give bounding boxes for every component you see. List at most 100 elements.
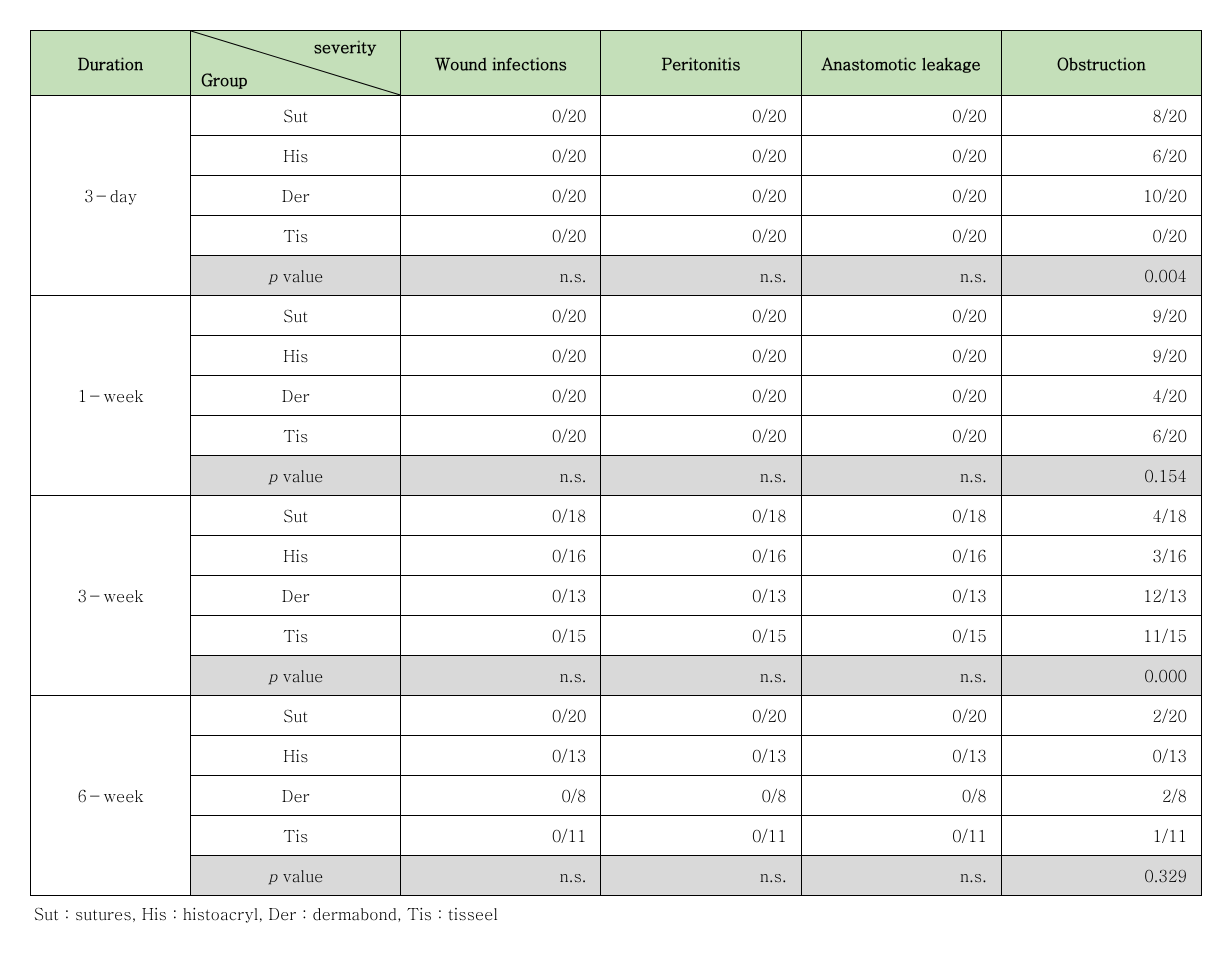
pvalue-cell: n.s.: [801, 856, 1001, 896]
pvalue-cell: 0.004: [1001, 256, 1201, 296]
group-cell: Der: [191, 376, 401, 416]
value-cell: 0/13: [1001, 736, 1201, 776]
table-row: Tis0/150/150/1511/15: [31, 616, 1202, 656]
table-row: 6－weekSut0/200/200/202/20: [31, 696, 1202, 736]
value-cell: 0/20: [401, 376, 601, 416]
value-cell: 0/20: [801, 336, 1001, 376]
value-cell: 0/20: [801, 136, 1001, 176]
table-row: His0/130/130/130/13: [31, 736, 1202, 776]
col-header-leakage: Anastomotic leakage: [801, 31, 1001, 96]
value-cell: 4/18: [1001, 496, 1201, 536]
complications-table: Duration severity Group Wound infections…: [30, 30, 1202, 896]
value-cell: 0/20: [401, 96, 601, 136]
value-cell: 0/11: [401, 816, 601, 856]
value-cell: 0/20: [401, 176, 601, 216]
value-cell: 11/15: [1001, 616, 1201, 656]
value-cell: 1/11: [1001, 816, 1201, 856]
value-cell: 3/16: [1001, 536, 1201, 576]
col-header-wound: Wound infections: [401, 31, 601, 96]
value-cell: 2/20: [1001, 696, 1201, 736]
table-row: Tis0/200/200/200/20: [31, 216, 1202, 256]
value-cell: 0/20: [401, 336, 601, 376]
group-cell: Der: [191, 776, 401, 816]
value-cell: 0/20: [801, 176, 1001, 216]
value-cell: 9/20: [1001, 296, 1201, 336]
value-cell: 0/20: [601, 296, 801, 336]
value-cell: 0/16: [801, 536, 1001, 576]
value-cell: 0/20: [601, 96, 801, 136]
pvalue-label: p value: [191, 856, 401, 896]
pvalue-cell: n.s.: [401, 456, 601, 496]
pvalue-row: p valuen.s.n.s.n.s.0.004: [31, 256, 1202, 296]
group-cell: Tis: [191, 616, 401, 656]
group-cell: Tis: [191, 416, 401, 456]
value-cell: 0/18: [401, 496, 601, 536]
value-cell: 0/13: [801, 736, 1001, 776]
table-row: His0/200/200/206/20: [31, 136, 1202, 176]
value-cell: 0/20: [401, 136, 601, 176]
value-cell: 0/20: [401, 296, 601, 336]
value-cell: 0/20: [601, 176, 801, 216]
value-cell: 0/15: [401, 616, 601, 656]
pvalue-row: p valuen.s.n.s.n.s.0.329: [31, 856, 1202, 896]
value-cell: 0/20: [401, 696, 601, 736]
group-cell: Tis: [191, 816, 401, 856]
duration-cell: 1－week: [31, 296, 191, 496]
value-cell: 0/20: [801, 696, 1001, 736]
table-row: 3－daySut0/200/200/208/20: [31, 96, 1202, 136]
table-row: Tis0/200/200/206/20: [31, 416, 1202, 456]
pvalue-cell: n.s.: [801, 656, 1001, 696]
group-cell: Sut: [191, 696, 401, 736]
col-header-duration: Duration: [31, 31, 191, 96]
table-row: Der0/130/130/1312/13: [31, 576, 1202, 616]
value-cell: 0/13: [601, 736, 801, 776]
value-cell: 0/16: [601, 536, 801, 576]
value-cell: 0/16: [401, 536, 601, 576]
value-cell: 0/20: [801, 96, 1001, 136]
pvalue-cell: n.s.: [401, 856, 601, 896]
pvalue-cell: n.s.: [401, 256, 601, 296]
value-cell: 0/11: [601, 816, 801, 856]
table-row: 3－weekSut0/180/180/184/18: [31, 496, 1202, 536]
pvalue-cell: n.s.: [601, 656, 801, 696]
value-cell: 12/13: [1001, 576, 1201, 616]
value-cell: 8/20: [1001, 96, 1201, 136]
group-cell: His: [191, 736, 401, 776]
value-cell: 0/20: [601, 696, 801, 736]
table-footnote: Sut：sutures, His：histoacryl, Der：dermabo…: [30, 902, 1202, 925]
col-header-obstruction: Obstruction: [1001, 31, 1201, 96]
value-cell: 0/20: [601, 136, 801, 176]
value-cell: 0/13: [401, 576, 601, 616]
pvalue-cell: 0.000: [1001, 656, 1201, 696]
value-cell: 0/8: [601, 776, 801, 816]
diag-label-top: severity: [314, 35, 377, 58]
duration-cell: 3－day: [31, 96, 191, 296]
pvalue-label: p value: [191, 256, 401, 296]
duration-cell: 6－week: [31, 696, 191, 896]
pvalue-cell: n.s.: [601, 456, 801, 496]
table-row: Der0/200/200/204/20: [31, 376, 1202, 416]
value-cell: 0/13: [401, 736, 601, 776]
value-cell: 0/18: [601, 496, 801, 536]
value-cell: 9/20: [1001, 336, 1201, 376]
pvalue-row: p valuen.s.n.s.n.s.0.000: [31, 656, 1202, 696]
pvalue-cell: n.s.: [401, 656, 601, 696]
table-row: 1－weekSut0/200/200/209/20: [31, 296, 1202, 336]
group-cell: Sut: [191, 96, 401, 136]
col-header-severity-group: severity Group: [191, 31, 401, 96]
header-row: Duration severity Group Wound infections…: [31, 31, 1202, 96]
group-cell: His: [191, 536, 401, 576]
pvalue-cell: n.s.: [801, 456, 1001, 496]
value-cell: 10/20: [1001, 176, 1201, 216]
value-cell: 0/8: [801, 776, 1001, 816]
diag-label-bottom: Group: [201, 68, 247, 91]
pvalue-cell: n.s.: [601, 256, 801, 296]
value-cell: 0/20: [601, 376, 801, 416]
group-cell: Der: [191, 176, 401, 216]
table-row: His0/200/200/209/20: [31, 336, 1202, 376]
value-cell: 0/20: [401, 216, 601, 256]
pvalue-label: p value: [191, 656, 401, 696]
group-cell: Tis: [191, 216, 401, 256]
value-cell: 0/11: [801, 816, 1001, 856]
value-cell: 0/20: [601, 416, 801, 456]
